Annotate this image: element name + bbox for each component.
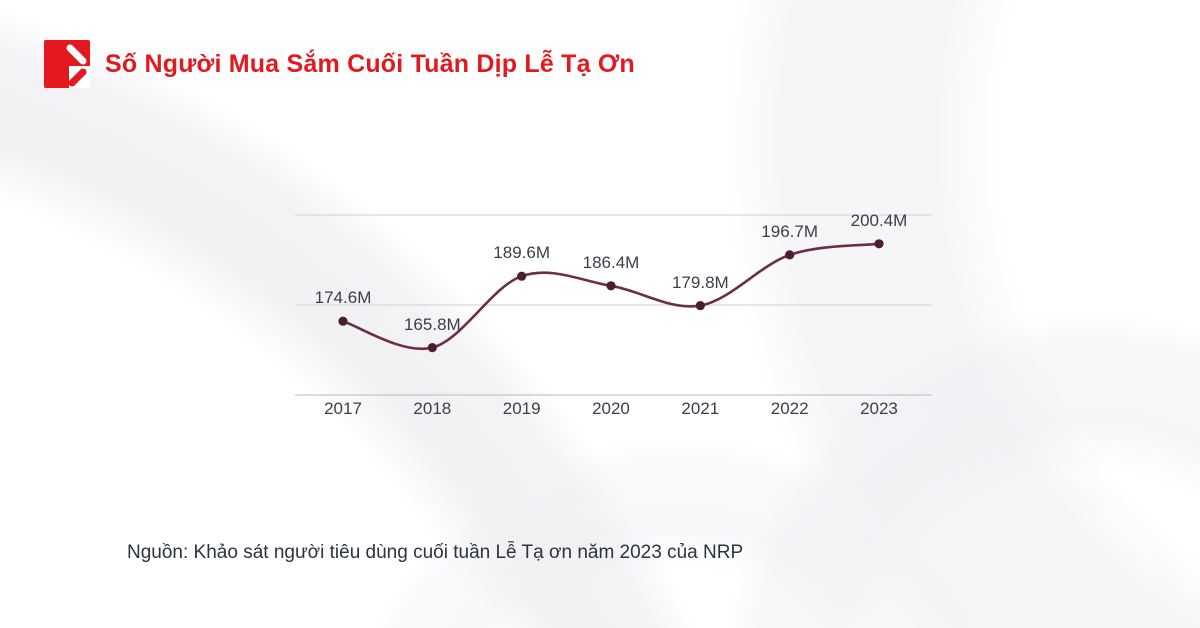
x-axis-label: 2023 bbox=[860, 399, 898, 418]
data-point-marker bbox=[695, 301, 705, 311]
x-axis-label: 2017 bbox=[324, 399, 362, 418]
x-axis-label: 2020 bbox=[592, 399, 630, 418]
x-axis-label: 2021 bbox=[681, 399, 720, 418]
x-axis-label: 2019 bbox=[502, 399, 541, 418]
data-point-marker bbox=[874, 239, 884, 249]
data-point-label: 196.7M bbox=[761, 221, 819, 241]
data-point-marker bbox=[338, 316, 348, 326]
data-point-label: 165.8M bbox=[403, 314, 461, 334]
source-text: Nguồn: Khảo sát người tiêu dùng cuối tuầ… bbox=[127, 542, 744, 563]
data-point-label: 174.6M bbox=[314, 288, 372, 308]
data-point-marker bbox=[427, 343, 437, 353]
data-point-label: 179.8M bbox=[671, 272, 729, 292]
x-axis-label: 2018 bbox=[413, 399, 452, 418]
brand-logo-icon bbox=[44, 40, 90, 88]
data-point-label: 189.6M bbox=[493, 243, 551, 263]
data-point-marker bbox=[606, 281, 616, 291]
data-point-label: 200.4M bbox=[850, 210, 908, 230]
x-axis-label: 2022 bbox=[770, 399, 809, 418]
data-point-label: 186.4M bbox=[582, 252, 640, 272]
header: Số Người Mua Sắm Cuối Tuần Dịp Lễ Tạ Ơn bbox=[44, 40, 635, 88]
data-point-marker bbox=[785, 250, 795, 260]
page-title: Số Người Mua Sắm Cuối Tuần Dịp Lễ Tạ Ơn bbox=[105, 49, 635, 78]
data-point-marker bbox=[517, 271, 527, 281]
